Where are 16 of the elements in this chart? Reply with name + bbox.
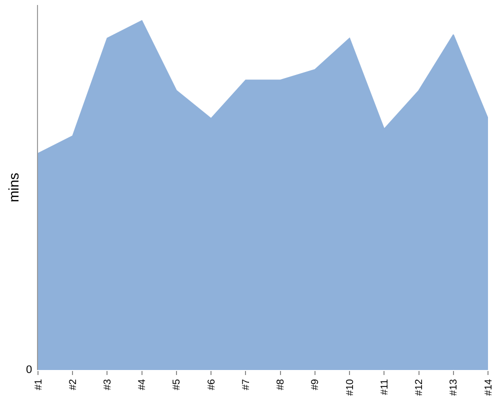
x-tick-label: #9	[310, 378, 322, 390]
x-tick-label: #14	[483, 378, 494, 396]
annotation: 0	[26, 364, 32, 376]
x-tick-label: #10	[344, 378, 356, 396]
x-tick-label: #6	[206, 378, 218, 390]
x-tick-label: #3	[102, 378, 114, 390]
x-tick-label: #4	[137, 378, 148, 390]
x-tick-label: #2	[68, 378, 79, 390]
y-axis-title: mins	[6, 172, 22, 202]
x-tick-label: #8	[276, 378, 287, 390]
x-tick-label: #11	[379, 378, 390, 395]
x-tick-label: #12	[414, 378, 426, 396]
x-tick-label: #13	[448, 378, 460, 396]
x-tick-label: #5	[172, 378, 183, 390]
x-tick-label: #1	[33, 378, 44, 390]
x-tick-label: #7	[240, 378, 252, 390]
